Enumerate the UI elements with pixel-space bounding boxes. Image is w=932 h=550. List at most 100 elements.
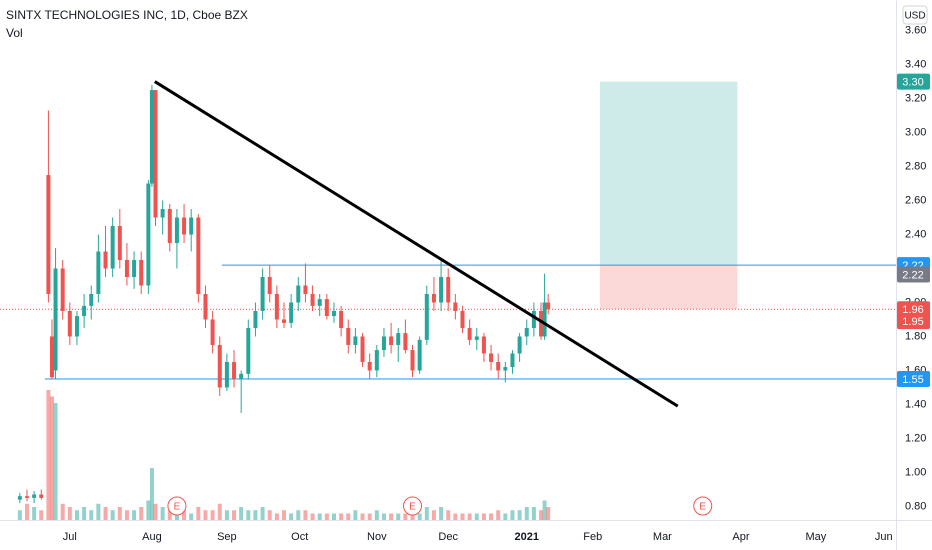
volume-bar bbox=[331, 513, 336, 520]
candle-body bbox=[182, 217, 187, 235]
candle-body bbox=[60, 268, 65, 311]
x-tick-label: Jun bbox=[875, 531, 893, 543]
volume-bar bbox=[517, 510, 522, 520]
position-zone bbox=[599, 81, 738, 266]
volume-bar bbox=[39, 510, 44, 520]
candle-body bbox=[232, 361, 237, 379]
candle-body bbox=[124, 260, 129, 277]
candle-body bbox=[446, 276, 451, 303]
event-marker[interactable] bbox=[693, 496, 713, 516]
event-marker[interactable] bbox=[403, 496, 423, 516]
candle-body bbox=[49, 336, 54, 378]
candle-body bbox=[417, 339, 422, 371]
candle-body bbox=[517, 336, 522, 354]
x-tick-label: Feb bbox=[583, 531, 602, 543]
x-tick-label: Oct bbox=[291, 531, 308, 543]
volume-bar bbox=[374, 510, 379, 520]
candle-body bbox=[496, 361, 501, 371]
x-tick-label: May bbox=[806, 531, 827, 543]
candle-body bbox=[203, 293, 208, 320]
candle-body bbox=[153, 90, 158, 218]
volume-bar bbox=[224, 510, 229, 520]
volume-bar bbox=[103, 507, 108, 520]
candle-body bbox=[396, 333, 401, 345]
volume-bar bbox=[182, 510, 187, 520]
volume-bar bbox=[46, 390, 51, 520]
candle-body bbox=[431, 293, 436, 303]
volume-bar bbox=[524, 507, 529, 520]
volume-bar bbox=[310, 513, 315, 520]
x-tick-label: Nov bbox=[367, 531, 387, 543]
volume-bar bbox=[439, 507, 444, 520]
volume-bar bbox=[474, 513, 479, 520]
candle-body bbox=[110, 226, 115, 269]
volume-bar bbox=[246, 510, 251, 520]
candle-body bbox=[389, 336, 394, 345]
event-label: E bbox=[174, 502, 181, 513]
candle-body bbox=[282, 319, 287, 323]
volume-bar bbox=[203, 510, 208, 520]
candle-body bbox=[503, 367, 508, 371]
candle-body bbox=[381, 336, 386, 351]
position-zone bbox=[599, 265, 738, 310]
volume-bar bbox=[489, 513, 494, 520]
currency-box[interactable] bbox=[902, 5, 928, 25]
price-badge-label: 3.30 bbox=[902, 76, 923, 88]
volume-bar bbox=[189, 513, 194, 520]
volume-bar bbox=[360, 513, 365, 520]
candle-body bbox=[189, 217, 194, 235]
candle-body bbox=[531, 310, 536, 328]
candle-body bbox=[146, 183, 151, 286]
candle-body bbox=[17, 496, 22, 500]
candle-body bbox=[82, 305, 87, 317]
candle-body bbox=[267, 276, 272, 294]
price-badge bbox=[897, 370, 930, 387]
x-tick-label: 2021 bbox=[515, 531, 539, 543]
candle-body bbox=[353, 336, 358, 345]
volume-bar bbox=[503, 513, 508, 520]
volume-bar bbox=[346, 513, 351, 520]
x-tick-label: Apr bbox=[732, 531, 749, 543]
volume-bar bbox=[24, 503, 29, 520]
volume-bar bbox=[196, 507, 201, 520]
y-tick-label: 2.80 bbox=[905, 160, 926, 172]
volume-bar bbox=[167, 510, 172, 520]
candle-body bbox=[117, 226, 122, 260]
volume-bar bbox=[146, 500, 151, 520]
candle-body bbox=[210, 319, 215, 345]
candle-body bbox=[224, 361, 229, 388]
volume-bar bbox=[282, 510, 287, 520]
chart-title: SINTX TECHNOLOGIES INC, 1D, Cboe BZX bbox=[6, 8, 248, 22]
candle-body bbox=[39, 494, 44, 498]
volume-bar bbox=[89, 510, 94, 520]
candle-body bbox=[89, 293, 94, 306]
y-tick-label: 3.40 bbox=[905, 58, 926, 70]
y-tick-label: 0.80 bbox=[905, 500, 926, 512]
volume-bar bbox=[274, 513, 279, 520]
event-label: E bbox=[409, 502, 416, 513]
volume-bar bbox=[60, 503, 65, 520]
currency: USD bbox=[904, 11, 925, 22]
volume-bar bbox=[296, 510, 301, 520]
volume-bar bbox=[267, 510, 272, 520]
candle-body bbox=[196, 217, 201, 294]
x-tick-label: Mar bbox=[653, 531, 672, 543]
y-tick-label: 1.40 bbox=[905, 398, 926, 410]
candle-body bbox=[132, 260, 137, 277]
volume-bar bbox=[367, 513, 372, 520]
volume-bar bbox=[467, 513, 472, 520]
plot-area bbox=[0, 80, 896, 520]
candle-body bbox=[474, 336, 479, 340]
price-badge bbox=[897, 313, 930, 330]
volume-bar bbox=[160, 507, 165, 520]
volume-label: Vol bbox=[6, 26, 23, 40]
candle-body bbox=[239, 373, 244, 379]
candle-body bbox=[481, 336, 486, 354]
y-tick-label: 3.20 bbox=[905, 92, 926, 104]
event-marker[interactable] bbox=[167, 496, 187, 516]
y-tick-label: 1.80 bbox=[905, 330, 926, 342]
volume-bar bbox=[82, 507, 87, 520]
y-tick-label: 3.00 bbox=[905, 126, 926, 138]
volume-bar bbox=[424, 507, 429, 520]
